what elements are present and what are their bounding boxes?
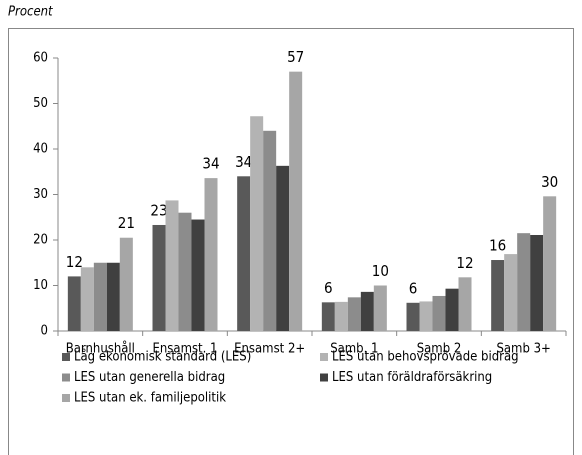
bar: [165, 200, 179, 331]
data-label: 6: [324, 279, 333, 297]
bar: [80, 267, 94, 331]
legend-label: LES utan föräldraförsäkring: [332, 370, 492, 385]
y-tick-label: 10: [33, 278, 48, 293]
bar: [445, 288, 459, 331]
y-tick-label: 40: [33, 142, 48, 157]
legend-label: LES utan ek. familjepolitik: [74, 391, 226, 406]
data-label: 30: [541, 173, 558, 191]
bar: [119, 237, 133, 331]
x-tick-label: Samb 3+: [496, 342, 550, 357]
bar: [347, 297, 361, 331]
bar: [276, 165, 290, 331]
bar: [67, 276, 81, 331]
data-label: 10: [372, 262, 389, 280]
bar: [321, 302, 335, 331]
bar: [432, 295, 446, 331]
legend-label: Låg ekonomisk standard (LES): [74, 350, 251, 365]
bar: [530, 234, 544, 331]
bar: [289, 71, 303, 332]
y-tick-label: 20: [33, 233, 48, 248]
data-label: 6: [409, 279, 418, 297]
data-label: 12: [66, 253, 83, 271]
y-tick-label: 50: [33, 96, 48, 111]
y-tick-label: 30: [33, 187, 48, 202]
legend-swatch: [320, 353, 328, 361]
bar: [491, 260, 505, 331]
legend-swatch: [62, 394, 70, 402]
data-label: 23: [150, 201, 167, 219]
data-label: 12: [456, 254, 473, 272]
bar: [191, 219, 205, 331]
x-tick-label: Samb. 1: [330, 342, 378, 357]
data-label: 34: [235, 153, 252, 171]
bar: [334, 301, 348, 331]
bar: [458, 277, 472, 331]
bar: [504, 254, 518, 331]
bar: [250, 116, 264, 332]
y-tick-label: 60: [33, 51, 48, 66]
bar: [263, 130, 277, 331]
y-axis-label: Procent: [8, 5, 53, 20]
bar: [204, 178, 218, 331]
legend-swatch: [62, 373, 70, 382]
data-label: 57: [287, 48, 304, 66]
bar: [152, 224, 166, 331]
bar: [360, 291, 374, 331]
bar: [106, 262, 120, 331]
legend-swatch: [320, 373, 328, 382]
x-tick-label: Ensamst. 1: [153, 342, 218, 357]
bar: [543, 196, 557, 331]
bar: [178, 212, 192, 331]
x-tick-label: Samb 2: [417, 342, 462, 357]
data-label: 34: [202, 155, 219, 173]
legend-swatch: [62, 353, 70, 361]
x-tick-label: Ensamst 2+: [234, 342, 305, 357]
bar: [373, 285, 387, 331]
bar: [237, 176, 251, 331]
bar: [419, 301, 433, 331]
bar: [406, 302, 420, 331]
chart-border: [8, 28, 574, 455]
data-label: 21: [118, 214, 135, 232]
legend-label: LES utan generella bidrag: [74, 370, 225, 385]
bar: [517, 233, 531, 331]
legend-label: LES utan behovsprövade bidrag: [332, 350, 519, 365]
bar: [93, 262, 107, 331]
y-tick-label: 0: [41, 324, 48, 339]
data-label: 16: [489, 237, 506, 255]
x-tick-label: Barnhushåll: [66, 342, 135, 357]
